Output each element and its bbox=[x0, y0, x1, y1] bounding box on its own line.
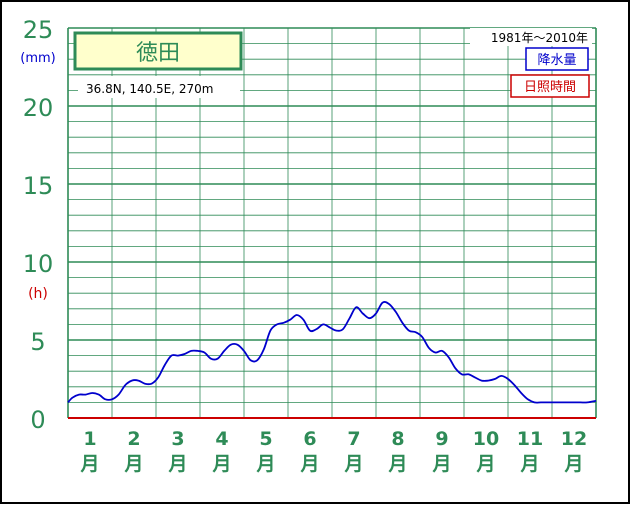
x-tick-month-unit: 月 bbox=[343, 453, 363, 475]
x-tick-month-number: 10 bbox=[473, 428, 499, 450]
x-tick-month-unit: 月 bbox=[123, 453, 143, 475]
x-tick-month-unit: 月 bbox=[563, 453, 583, 475]
x-tick-month-number: 2 bbox=[127, 428, 140, 450]
x-tick-month-unit: 月 bbox=[299, 453, 319, 475]
y-tick-label: 10 bbox=[23, 250, 54, 278]
x-tick-month-unit: 月 bbox=[167, 453, 187, 475]
legend-precip-box bbox=[525, 47, 589, 71]
x-tick-month-number: 6 bbox=[303, 428, 316, 450]
unit-sun-label: (h) bbox=[28, 286, 48, 302]
y-tick-label: 20 bbox=[23, 94, 54, 122]
legend-sun-label: 日照時間 bbox=[524, 80, 576, 95]
y-axis-labels: 0 5 10 15 20 25 bbox=[23, 16, 54, 434]
coords-bg bbox=[78, 76, 240, 98]
legend-sun-box bbox=[510, 74, 590, 98]
series-lines bbox=[67, 301, 597, 404]
y-tick-label: 5 bbox=[30, 328, 45, 356]
x-tick-month-number: 9 bbox=[435, 428, 448, 450]
x-tick-month-unit: 月 bbox=[519, 453, 539, 475]
x-tick-month-unit: 月 bbox=[475, 453, 495, 475]
x-tick-month-unit: 月 bbox=[431, 453, 451, 475]
x-tick-month-unit: 月 bbox=[255, 453, 275, 475]
x-tick-month-number: 11 bbox=[517, 428, 543, 450]
x-tick-month-number: 3 bbox=[171, 428, 184, 450]
x-tick-month-unit: 月 bbox=[387, 453, 407, 475]
y-tick-label: 15 bbox=[23, 172, 54, 200]
x-tick-month-unit: 月 bbox=[79, 453, 99, 475]
x-tick-month-number: 12 bbox=[561, 428, 587, 450]
grid-lines bbox=[67, 27, 597, 419]
y-tick-label: 0 bbox=[30, 406, 45, 434]
x-tick-month-number: 1 bbox=[83, 428, 96, 450]
x-tick-month-number: 5 bbox=[259, 428, 272, 450]
legend-precip-label: 降水量 bbox=[537, 53, 576, 68]
x-tick-month-number: 7 bbox=[347, 428, 360, 450]
period-bg bbox=[470, 28, 592, 46]
y-tick-label: 25 bbox=[23, 16, 54, 44]
x-tick-month-number: 8 bbox=[391, 428, 404, 450]
unit-precip-label: (mm) bbox=[20, 51, 55, 66]
x-tick-month-unit: 月 bbox=[211, 453, 231, 475]
x-axis-labels: 1 月 2 月 3 月 4 月 5 月 6 月 7 月 8 月 9 月 10 月 11 月 12 月 bbox=[79, 428, 587, 475]
station-name: 徳田 bbox=[136, 41, 180, 66]
series-line-precipitation bbox=[67, 301, 597, 404]
station-coords: 36.8N, 140.5E, 270m bbox=[86, 82, 213, 96]
period-label: 1981年〜2010年 bbox=[491, 31, 588, 45]
x-tick-month-number: 4 bbox=[215, 428, 228, 450]
station-name-box bbox=[73, 31, 243, 71]
